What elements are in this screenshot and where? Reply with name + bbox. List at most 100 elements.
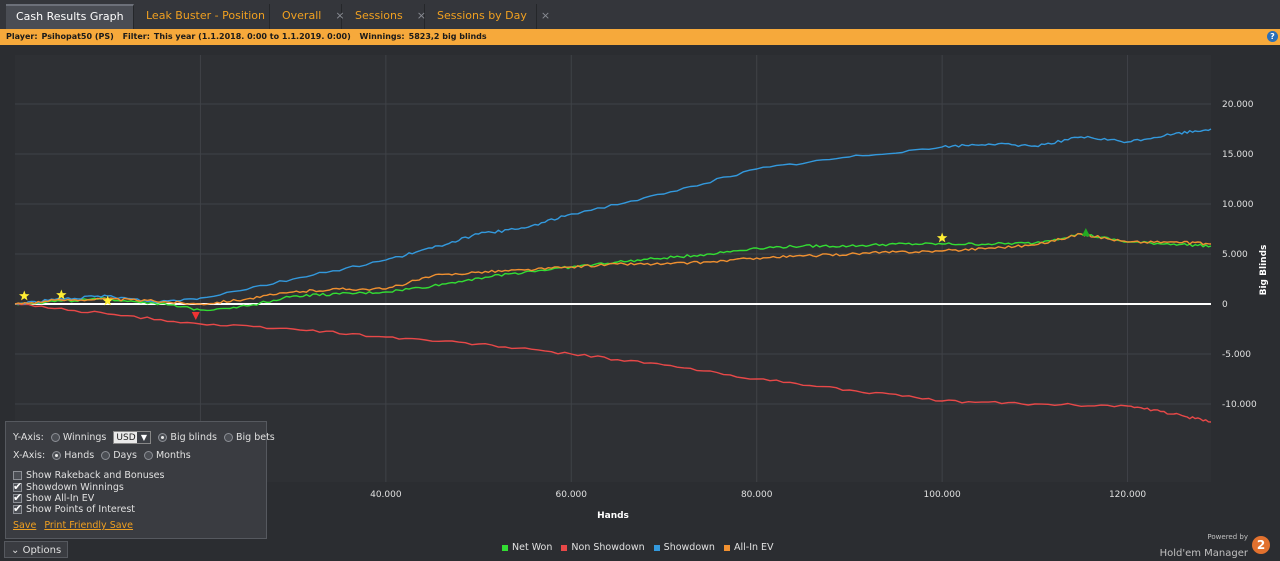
- point-of-interest-star[interactable]: [19, 290, 30, 301]
- x-tick-label: 60.000: [556, 490, 588, 500]
- series-line-showdown: [14, 128, 1212, 305]
- poi-row[interactable]: Show Points of Interest: [13, 502, 135, 515]
- y-tick-label: -10.000: [1222, 400, 1257, 410]
- tab-label: Cash Results Graph: [16, 10, 124, 23]
- legend-allin-ev: All-In EV: [723, 542, 774, 553]
- close-icon[interactable]: ×: [335, 9, 345, 22]
- x-tick-label: 120.000: [1109, 490, 1146, 500]
- point-of-interest-star[interactable]: [936, 232, 948, 243]
- currency-select[interactable]: USD ▼: [113, 431, 152, 444]
- tab-label: Leak Buster - Position: [146, 9, 265, 22]
- x-tick-label: 80.000: [741, 490, 773, 500]
- x-tick-label: 40.000: [370, 490, 402, 500]
- tab-label: Sessions by Day: [437, 9, 527, 22]
- options-panel: Y-Axis: Winnings USD ▼ Big blinds Big bet…: [5, 421, 275, 539]
- options-label: Options: [22, 545, 62, 556]
- legend-label: Non Showdown: [571, 542, 645, 553]
- big-bets-label: Big bets: [235, 432, 275, 443]
- rakeback-row[interactable]: Show Rakeback and Bonuses: [13, 470, 164, 481]
- x-axis-label: Hands: [597, 511, 629, 521]
- y-tick-label: 10.000: [1222, 200, 1254, 210]
- player-value: Psihopat50 (PS): [41, 32, 114, 41]
- showdown-row[interactable]: Showdown Winnings: [13, 480, 124, 493]
- options-toggle-button[interactable]: ⌄ Options: [4, 541, 69, 558]
- print-friendly-save-link[interactable]: Print Friendly Save: [44, 520, 134, 531]
- filter-label: Filter:: [122, 32, 150, 41]
- tab-label: Sessions: [355, 9, 403, 22]
- y-axis-label: Y-Axis:: [13, 432, 44, 443]
- big-blinds-label: Big blinds: [170, 432, 217, 443]
- legend-swatch: [653, 544, 660, 551]
- legend-label: Showdown: [663, 542, 715, 553]
- winnings-label: Winnings:: [359, 32, 405, 41]
- brand-name: Hold'em Manager: [1159, 548, 1248, 559]
- point-of-interest-star[interactable]: [56, 289, 67, 300]
- chart-legend: Net Won Non Showdown Showdown All-In EV: [502, 542, 780, 553]
- x-tick-label: 100.000: [924, 490, 961, 500]
- winnings-label: Winnings: [62, 432, 107, 443]
- legend-label: Net Won: [512, 542, 553, 553]
- legend-net-won: Net Won: [502, 542, 552, 553]
- x-axis-label: X-Axis:: [13, 450, 46, 461]
- tab-leak-buster-position[interactable]: Leak Buster - Position×: [136, 4, 288, 29]
- filter-value: This year (1.1.2018. 0:00 to 1.1.2019. 0…: [153, 32, 351, 41]
- x-axis-row: X-Axis: Hands Days Months: [13, 450, 191, 461]
- results-graph: 40.000 60.000 80.000 100.000 120.000 20.000 1…: [14, 55, 1269, 521]
- point-of-interest-triangle-up[interactable]: [1081, 228, 1090, 236]
- big-blinds-radio[interactable]: [158, 433, 168, 442]
- legend-swatch: [723, 544, 730, 551]
- filter-info-bar: Player: Psihopat50 (PS) Filter: This year …: [0, 29, 1280, 45]
- tab-sessions[interactable]: Sessions ×: [345, 4, 426, 29]
- series-line-non-showdown: [14, 303, 1212, 423]
- legend-non-showdown: Non Showdown: [561, 542, 645, 553]
- save-link[interactable]: Save: [13, 520, 37, 531]
- legend-swatch: [502, 544, 508, 551]
- save-links: Save Print Friendly Save: [13, 520, 141, 531]
- poi-checkbox[interactable]: [13, 502, 22, 515]
- player-label: Player:: [6, 32, 38, 41]
- series-line-all-in-ev: [14, 232, 1212, 306]
- legend-showdown: Showdown: [653, 542, 715, 553]
- legend-swatch: [561, 544, 568, 551]
- currency-value: USD: [116, 433, 136, 443]
- legend-label: All-In EV: [733, 542, 774, 553]
- tab-bar: Cash Results Graph× Leak Buster - Positi…: [0, 0, 1280, 30]
- allin-ev-label: Show All-In EV: [26, 493, 95, 504]
- hands-label: Hands: [64, 450, 95, 461]
- plot-area: [15, 55, 1211, 482]
- hm2-logo-icon: 2: [1252, 536, 1270, 554]
- chevron-down-icon[interactable]: ▼: [137, 432, 151, 443]
- y-tick-label: 5.000: [1222, 250, 1248, 260]
- allin-row[interactable]: Show All-In EV: [13, 491, 95, 504]
- y-tick-label: 0: [1222, 300, 1228, 310]
- rakeback-label: Show Rakeback and Bonuses: [26, 470, 165, 481]
- y-tick-label: 15.000: [1222, 150, 1254, 160]
- showdown-label: Showdown Winnings: [26, 482, 124, 493]
- hands-radio[interactable]: [52, 451, 62, 460]
- y-axis-label: Big Blinds: [1259, 245, 1269, 296]
- close-icon[interactable]: ×: [416, 9, 426, 22]
- rakeback-checkbox[interactable]: [13, 471, 22, 480]
- powered-by-text: Powered by: [1207, 533, 1248, 541]
- y-axis-row: Y-Axis: Winnings USD ▼ Big blinds Big bet…: [13, 431, 275, 444]
- close-icon[interactable]: ×: [540, 9, 551, 22]
- brand-logo: Powered by Hold'em Manager 2: [1160, 533, 1270, 560]
- poi-label: Show Points of Interest: [26, 504, 135, 515]
- y-tick-label: 20.000: [1222, 100, 1254, 110]
- point-of-interest-triangle-down[interactable]: [191, 312, 200, 320]
- winnings-radio[interactable]: [50, 433, 60, 442]
- months-radio[interactable]: [143, 451, 153, 460]
- tab-label: Overall: [282, 9, 322, 22]
- series-line-net-won: [14, 233, 1212, 312]
- help-icon[interactable]: ?: [1267, 31, 1278, 42]
- big-bets-radio[interactable]: [223, 433, 233, 442]
- days-label: Days: [113, 450, 137, 461]
- tab-cash-results-graph[interactable]: Cash Results Graph×: [6, 4, 147, 29]
- tab-sessions-by-day[interactable]: Sessions by Day ×: [427, 4, 550, 29]
- chevron-down-icon: ⌄: [11, 545, 20, 556]
- tab-overall[interactable]: Overall ×: [272, 4, 345, 29]
- winnings-value: 5823,2 big blinds: [408, 32, 487, 41]
- days-radio[interactable]: [101, 451, 111, 460]
- months-label: Months: [155, 450, 191, 461]
- point-of-interest-star[interactable]: [102, 295, 113, 306]
